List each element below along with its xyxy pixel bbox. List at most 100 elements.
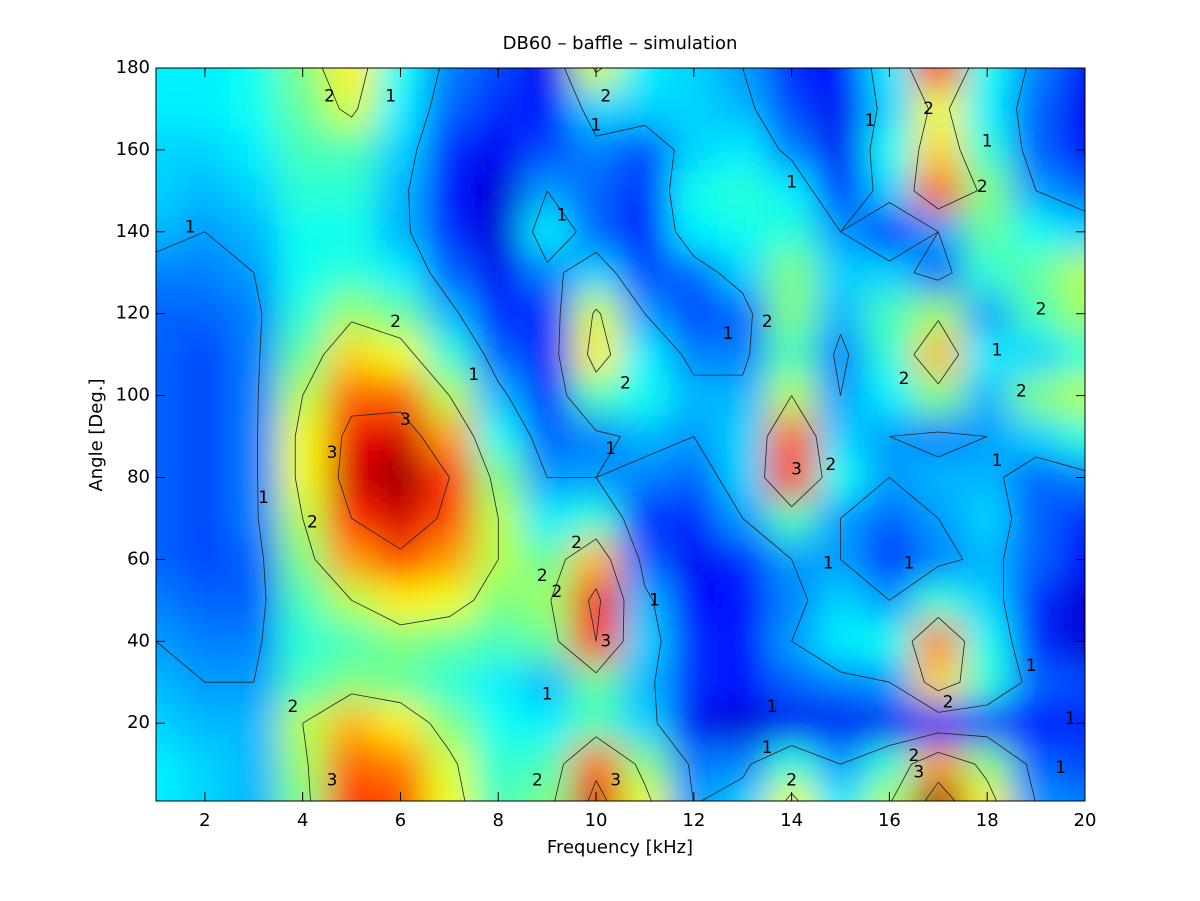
field-cell	[913, 661, 964, 704]
y-tick-label: 80	[127, 466, 150, 487]
field-cell	[229, 579, 279, 622]
field-cell	[571, 579, 621, 622]
field-cell	[376, 334, 426, 376]
field-cell	[767, 743, 817, 786]
field-cell	[571, 702, 621, 745]
field-cell	[571, 661, 621, 704]
field-cell	[278, 334, 328, 376]
field-cell	[962, 68, 1013, 89]
field-cell	[1011, 416, 1062, 458]
field-cell	[1060, 579, 1085, 622]
y-tick-label: 40	[127, 630, 150, 651]
field-cell	[620, 170, 670, 212]
chart-title: DB60 – baffle – simulation	[503, 33, 738, 54]
contour-label: 2	[899, 369, 910, 389]
field-cell	[156, 170, 181, 212]
field-cell	[620, 375, 670, 417]
contour-label: 2	[552, 582, 563, 602]
x-tick-label: 14	[780, 810, 803, 831]
field-cell	[522, 579, 573, 622]
field-cell	[522, 375, 573, 417]
field-cell	[229, 457, 279, 499]
field-cell	[962, 211, 1013, 253]
contour-label: 1	[1026, 656, 1037, 676]
field-cell	[913, 702, 964, 745]
field-cell	[864, 252, 915, 294]
field-cell	[278, 661, 328, 704]
field-cell	[962, 416, 1013, 458]
contour-label: 1	[723, 324, 734, 344]
field-cell	[278, 211, 328, 253]
field-cell	[473, 702, 524, 745]
field-cell	[767, 457, 817, 499]
field-cell	[1011, 252, 1062, 294]
field-cell	[473, 620, 524, 663]
field-cell	[180, 129, 230, 171]
field-cell	[767, 293, 817, 335]
field-cell	[327, 211, 377, 253]
field-cell	[913, 538, 964, 581]
field-cell	[1060, 170, 1085, 212]
contour-label: 3	[327, 443, 338, 463]
field-cell	[473, 375, 524, 417]
field-cell	[669, 68, 719, 89]
field-cell	[767, 661, 817, 704]
field-cell	[1011, 129, 1062, 171]
field-cell	[718, 293, 768, 335]
field-cell	[1011, 702, 1062, 745]
field-cell	[424, 211, 475, 253]
field-cell	[156, 252, 181, 294]
field-cell	[864, 538, 915, 581]
field-cell	[522, 211, 573, 253]
contour-line	[294, 68, 998, 801]
field-cell	[571, 538, 621, 581]
field-cell	[620, 129, 670, 171]
field-cell	[718, 170, 768, 212]
field-cell	[473, 661, 524, 704]
field-cell	[180, 702, 230, 745]
contour-label: 2	[600, 87, 611, 107]
field-cell	[376, 538, 426, 581]
field-cell	[156, 497, 181, 540]
field-cell	[718, 784, 768, 801]
field-cell	[473, 334, 524, 376]
field-cell	[327, 293, 377, 335]
field-cell	[767, 497, 817, 540]
y-tick-label: 60	[127, 548, 150, 569]
contour-label: 2	[1036, 300, 1047, 320]
field-cell	[327, 334, 377, 376]
field-cell	[1060, 743, 1085, 786]
x-axis-label: Frequency [kHz]	[547, 837, 693, 858]
field-cell	[913, 579, 964, 622]
field-cell	[424, 538, 475, 581]
field-cell	[571, 88, 621, 130]
field-cell	[156, 579, 181, 622]
contour-label: 2	[923, 99, 934, 119]
field-cell	[718, 702, 768, 745]
field-cell	[229, 293, 279, 335]
field-cell	[376, 375, 426, 417]
field-cell	[156, 88, 181, 130]
field-cell	[669, 88, 719, 130]
field-cell	[522, 497, 573, 540]
field-cell	[424, 579, 475, 622]
field-cell	[156, 68, 181, 89]
contour-layer	[156, 68, 1085, 801]
field-cell	[1011, 661, 1062, 704]
field-cell	[424, 743, 475, 786]
contour-label: 2	[908, 746, 919, 766]
field-cell	[669, 293, 719, 335]
field-cell	[718, 375, 768, 417]
field-cell	[424, 497, 475, 540]
field-cell	[278, 68, 328, 89]
field-cell	[327, 129, 377, 171]
field-cell	[1011, 457, 1062, 499]
field-cell	[571, 68, 621, 89]
field-cell	[669, 620, 719, 663]
field-cell	[1011, 375, 1062, 417]
field-cell	[718, 538, 768, 581]
field-cell	[913, 68, 964, 89]
field-cell	[864, 497, 915, 540]
field-cell	[571, 293, 621, 335]
